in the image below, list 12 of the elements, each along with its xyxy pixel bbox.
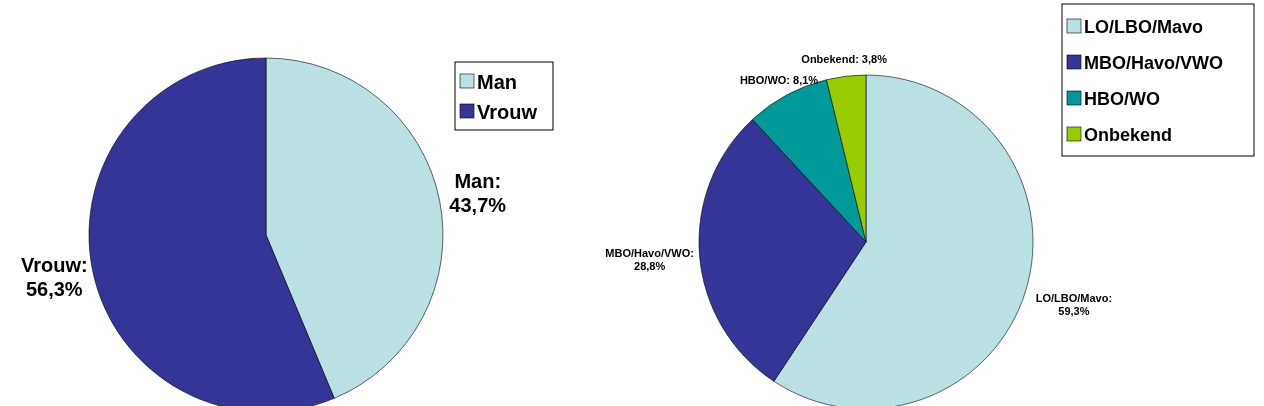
legend-label: LO/LBO/Mavo <box>1084 17 1204 38</box>
data-label: LO/LBO/Mavo: 59,3% <box>1035 291 1113 317</box>
data-label: HBO/WO: 8,1% <box>739 74 819 87</box>
data-label: Onbekend: 3,8% <box>801 53 888 66</box>
data-label: Man: 43,7% <box>449 169 507 216</box>
data-label: MBO/Havo/VWO: 28,8% <box>605 246 694 273</box>
data-label: Vrouw: 56,3% <box>20 254 88 301</box>
legend-label: MBO/Havo/VWO <box>1084 53 1224 74</box>
legend-label: Onbekend <box>1084 125 1173 146</box>
legend-label: Vrouw <box>477 101 538 123</box>
legend-label: HBO/WO <box>1084 89 1160 110</box>
legend-label: Man <box>477 71 517 93</box>
